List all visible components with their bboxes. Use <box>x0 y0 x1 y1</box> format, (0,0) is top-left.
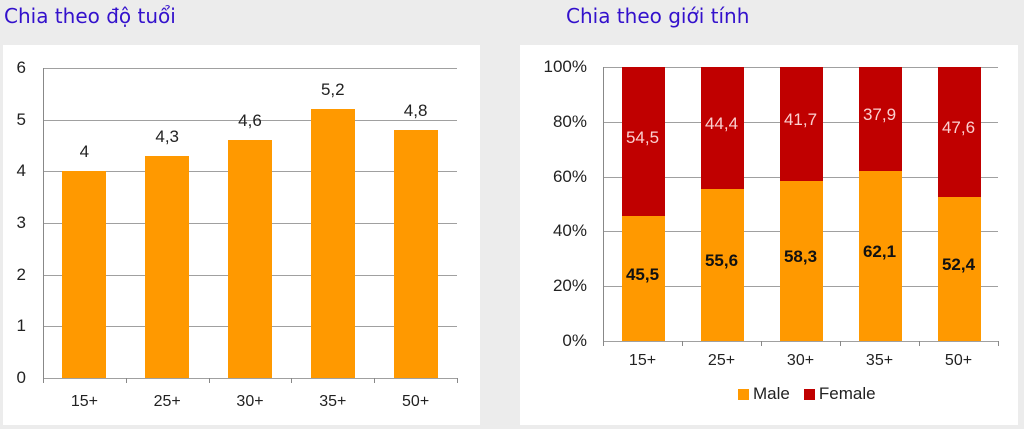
x-tick <box>457 378 458 383</box>
bar-female <box>700 67 744 189</box>
x-tick-label: 15+ <box>70 393 98 410</box>
y-tick-label: 1 <box>16 316 26 336</box>
x-tick <box>840 341 841 346</box>
x-tick-label: 50+ <box>944 352 973 369</box>
x-tick-label: 35+ <box>865 352 894 369</box>
x-tick <box>291 378 293 383</box>
gridline <box>43 68 457 69</box>
y-axis <box>603 67 604 341</box>
x-tick <box>43 378 44 383</box>
male-value-label: 55,6 <box>704 250 739 270</box>
female-value-label: 41,7 <box>783 110 818 130</box>
male-value-label: 62,1 <box>862 241 897 261</box>
value-label: 4,6 <box>238 111 262 131</box>
female-value-label: 37,9 <box>862 104 897 124</box>
bar-male <box>858 170 902 341</box>
bar-male <box>937 197 981 341</box>
female-value-label: 47,6 <box>941 118 976 138</box>
x-tick-label: 15+ <box>628 352 657 369</box>
gender-chart-title: Chia theo giới tính <box>566 4 750 28</box>
legend-swatch-male <box>738 388 749 400</box>
y-tick-label: 20% <box>552 276 587 296</box>
x-tick-label: 50+ <box>402 393 430 410</box>
y-tick-label: 0% <box>562 331 587 350</box>
legend-swatch-female <box>803 388 815 400</box>
bar <box>62 171 107 378</box>
y-tick-label: 3 <box>16 213 26 232</box>
y-tick-label: 0 <box>16 368 26 387</box>
x-tick <box>919 341 920 346</box>
value-label: 5,2 <box>320 80 345 100</box>
female-value-label: 54,5 <box>625 127 660 147</box>
y-tick-label: 60% <box>552 166 587 186</box>
female-value-label: 44,4 <box>704 113 739 133</box>
male-value-label: 58,3 <box>783 247 818 267</box>
x-tick <box>208 378 210 383</box>
x-tick <box>125 378 127 383</box>
value-label: 4,3 <box>155 126 179 146</box>
male-value-label: 52,4 <box>941 255 976 275</box>
x-tick-label: 30+ <box>236 393 264 410</box>
value-label: 4 <box>79 142 90 162</box>
legend: Male Female <box>738 384 886 404</box>
bar <box>310 109 355 378</box>
legend-label: Male <box>753 384 790 403</box>
bar-female <box>621 67 665 217</box>
x-tick <box>682 341 683 346</box>
y-tick-label: 5 <box>16 109 26 129</box>
x-tick-label: 35+ <box>319 393 347 410</box>
y-tick-label: 40% <box>552 221 587 241</box>
x-tick <box>998 341 999 346</box>
legend-label: Female <box>818 384 876 403</box>
gridline <box>43 119 457 121</box>
age-chart-title: Chia theo độ tuổi <box>4 4 176 28</box>
y-tick-label: 6 <box>16 58 26 77</box>
x-tick-label: 30+ <box>786 352 815 369</box>
x-tick <box>603 341 604 346</box>
x-tick <box>374 378 376 383</box>
gridline <box>603 341 998 342</box>
bar-male <box>700 188 744 341</box>
bar <box>228 140 272 378</box>
bar <box>145 155 190 378</box>
y-tick-label: 100% <box>543 57 587 76</box>
male-value-label: 45,5 <box>625 264 660 284</box>
bar-female <box>779 67 823 182</box>
bar-male <box>779 181 823 341</box>
bar-female <box>858 67 902 171</box>
y-tick-label: 4 <box>16 161 26 181</box>
x-tick <box>761 341 762 346</box>
bar-female <box>937 67 981 198</box>
bar-male <box>621 216 665 341</box>
x-tick-label: 25+ <box>707 352 736 369</box>
x-tick-label: 25+ <box>153 393 181 410</box>
y-tick-label: 2 <box>16 264 26 284</box>
bar <box>393 130 438 378</box>
y-tick-label: 80% <box>552 111 587 131</box>
value-label: 4,8 <box>403 101 428 120</box>
y-axis <box>43 68 44 378</box>
gridline <box>43 378 457 379</box>
